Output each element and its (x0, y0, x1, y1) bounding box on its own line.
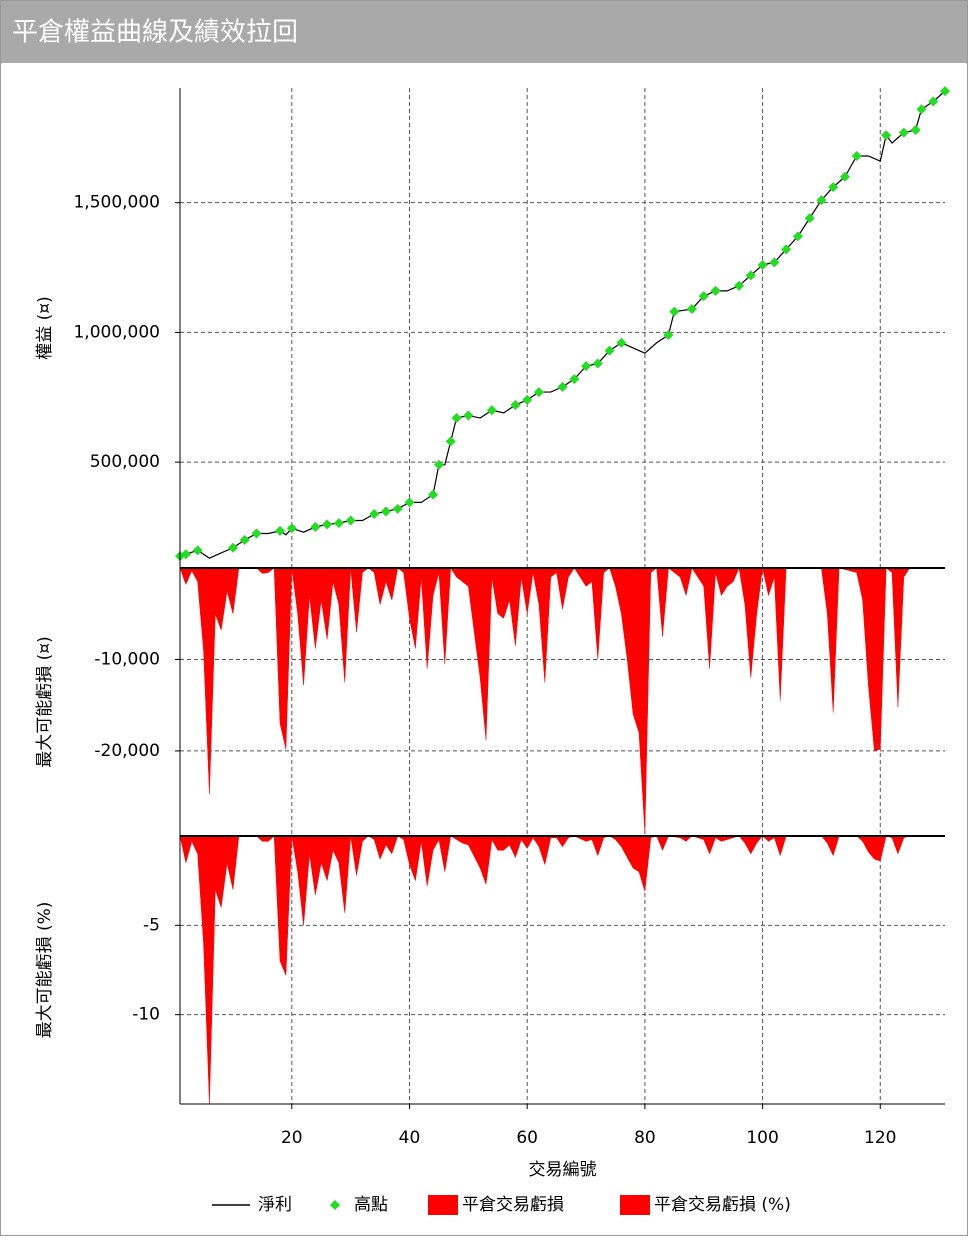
high-marker (757, 259, 768, 270)
high-marker (557, 381, 568, 392)
y-tick-label: -5 (143, 915, 160, 935)
high-marker (745, 270, 756, 281)
high-marker (928, 96, 939, 107)
legend-label: 平倉交易虧損 (%) (654, 1195, 791, 1215)
x-tick-label: 80 (634, 1128, 656, 1148)
x-tick-label: 20 (281, 1128, 303, 1148)
high-marker (663, 330, 674, 341)
high-marker (333, 518, 344, 529)
high-marker (510, 400, 521, 411)
legend-label: 平倉交易虧損 (462, 1195, 564, 1215)
equity-line (179, 90, 946, 559)
x-tick-label: 40 (399, 1128, 421, 1148)
high-marker (486, 405, 497, 416)
high-marker (227, 542, 238, 553)
high-marker (686, 304, 697, 315)
high-marker (522, 394, 533, 405)
high-marker (616, 337, 627, 348)
high-marker (881, 130, 892, 141)
y-tick-label: 1,000,000 (73, 322, 160, 342)
y-tick-label: 1,500,000 (73, 193, 160, 213)
high-marker (592, 358, 603, 369)
high-marker (792, 231, 803, 242)
high-marker (428, 489, 439, 500)
high-marker (839, 171, 850, 182)
x-tick-label: 100 (746, 1128, 778, 1148)
high-marker (380, 506, 391, 517)
high-marker (604, 345, 615, 356)
high-marker (533, 387, 544, 398)
high-marker (698, 291, 709, 302)
high-marker (404, 497, 415, 508)
high-marker (828, 182, 839, 193)
drawdown-area (179, 835, 945, 1105)
high-marker (804, 213, 815, 224)
high-marker (275, 525, 286, 536)
y-axis-label: 最大可能虧損 (¤) (35, 636, 55, 767)
high-marker (180, 549, 191, 560)
high-marker (310, 522, 321, 533)
y-tick-label: -20,000 (94, 741, 160, 761)
high-marker (392, 503, 403, 514)
x-axis-label: 交易編號 (529, 1160, 597, 1180)
high-marker (445, 436, 456, 447)
high-marker (916, 104, 927, 115)
high-marker (781, 244, 792, 255)
high-marker (239, 534, 250, 545)
legend-swatch (330, 1200, 340, 1210)
x-tick-label: 120 (864, 1128, 896, 1148)
legend-label: 淨利 (258, 1195, 292, 1215)
y-tick-label: 500,000 (90, 452, 160, 472)
high-marker (251, 528, 262, 539)
x-tick-label: 60 (516, 1128, 538, 1148)
y-tick-label: -10,000 (94, 649, 160, 669)
drawdown-area (179, 567, 945, 834)
high-marker (322, 519, 333, 530)
y-axis-label: 最大可能虧損 (%) (35, 902, 55, 1039)
high-marker (710, 285, 721, 296)
legend-label: 高點 (354, 1195, 388, 1215)
high-marker (851, 150, 862, 161)
high-marker (369, 509, 380, 520)
title-bar (1, 1, 967, 63)
high-marker (816, 195, 827, 206)
high-marker (451, 413, 462, 424)
legend-swatch (620, 1195, 650, 1215)
high-marker (769, 257, 780, 268)
high-marker (734, 280, 745, 291)
high-marker (345, 515, 356, 526)
high-marker (192, 545, 203, 556)
chart-title: 平倉權益曲線及績效拉回 (12, 18, 298, 48)
high-marker (569, 374, 580, 385)
high-marker (910, 125, 921, 136)
high-marker (433, 459, 444, 470)
legend-swatch (428, 1195, 458, 1215)
high-marker (286, 523, 297, 534)
y-axis-label: 權益 (¤) (35, 296, 55, 359)
high-marker (898, 127, 909, 138)
high-marker (940, 86, 950, 97)
high-marker (463, 410, 474, 421)
y-tick-label: -10 (132, 1005, 160, 1025)
high-marker (581, 361, 592, 372)
high-marker (669, 306, 680, 317)
